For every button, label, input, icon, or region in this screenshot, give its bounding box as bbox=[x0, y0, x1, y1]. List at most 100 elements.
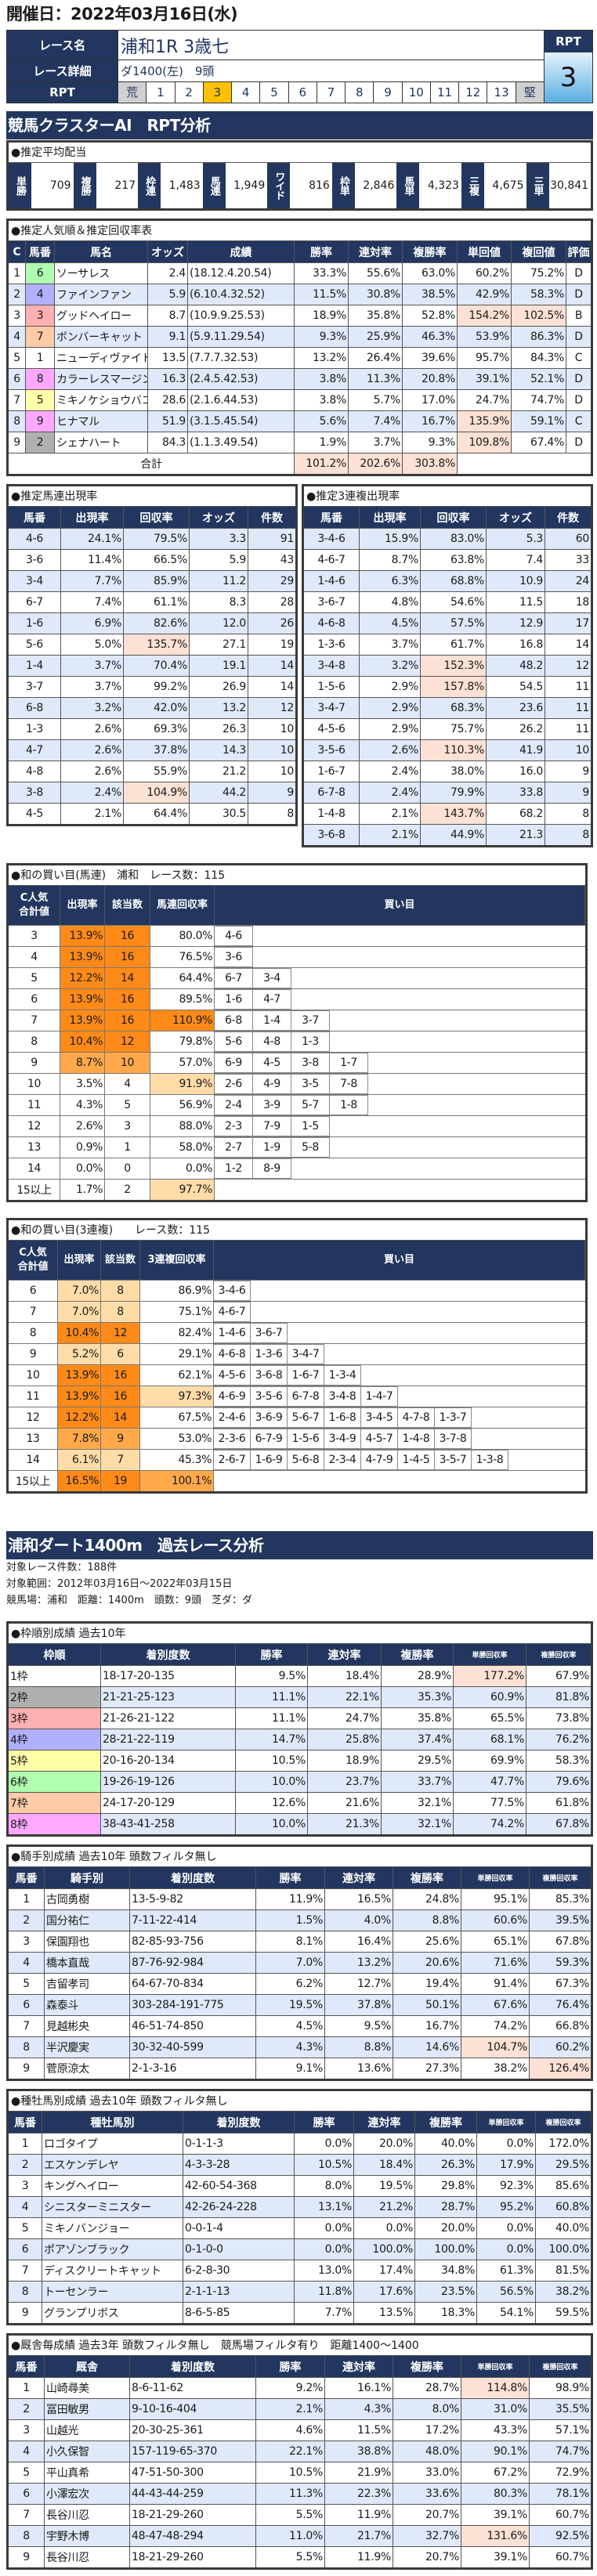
column-header: 連対率 bbox=[325, 1867, 393, 1888]
buy-combination: 2-3 bbox=[215, 1116, 253, 1136]
table-cell: 27.1 bbox=[190, 634, 248, 655]
table-row: 4-7 2.6% 37.8% 14.3 10 bbox=[9, 739, 295, 761]
rpt-scale-cell: 3 bbox=[203, 81, 233, 103]
table-cell: 53.9% bbox=[458, 327, 512, 347]
buy-combination: 5-8 bbox=[291, 1137, 330, 1158]
row-filler bbox=[288, 1323, 585, 1343]
table-cell: D bbox=[574, 331, 583, 343]
table-cell: 95.2% bbox=[477, 2197, 536, 2217]
table-cell: 6-7 bbox=[9, 592, 61, 612]
table-cell: 7.4% bbox=[61, 592, 124, 612]
table-cell: 32.1% bbox=[382, 1814, 454, 1834]
table-cell: 2.1% bbox=[61, 804, 124, 824]
table-cell: 68.3% bbox=[421, 698, 487, 718]
table-cell: 66.8% bbox=[555, 2020, 589, 2032]
table-cell: 38.2% bbox=[555, 2285, 589, 2298]
table-cell: 3.2% bbox=[61, 698, 124, 718]
table-cell: 81.8% bbox=[555, 1691, 589, 1703]
table-cell: 5.9 bbox=[148, 284, 188, 305]
info-conditions: 競馬場：浦和 距離：1400m 頭数：9頭 芝ダ：ダ bbox=[6, 1595, 253, 1606]
buy-combination: 6-9 bbox=[215, 1053, 253, 1073]
table-row: 3枠 21-26-21-122 11.1% 24.7% 35.8% 65.5% 73.8% bbox=[9, 1707, 591, 1729]
table-cell: 17 bbox=[575, 617, 590, 630]
table-cell: 3 bbox=[26, 305, 55, 326]
buy-combination: 3-5-6 bbox=[251, 1386, 288, 1407]
table-cell: ヒナマル bbox=[55, 411, 148, 432]
table-cell: 3.7% bbox=[349, 432, 403, 453]
table-row: 4枠 28-21-22-119 14.7% 25.8% 37.4% 68.1% 76.2% bbox=[9, 1729, 591, 1750]
table-cell: 28.6 bbox=[148, 390, 188, 410]
table-cell: 64.4% bbox=[124, 804, 190, 824]
table-row: 3-4-8 3.2% 152.3% 48.2 12 bbox=[304, 655, 591, 676]
cell-count: 16 bbox=[105, 947, 150, 967]
table-cell: 55.6% bbox=[349, 263, 403, 284]
cell-count: 16 bbox=[105, 926, 150, 946]
column-header: 複勝率 bbox=[393, 1867, 461, 1888]
race-detail: ダ1400(左) 9頭 bbox=[121, 63, 215, 78]
table-cell: 63.8% bbox=[421, 550, 487, 570]
table-cell: 16.1% bbox=[325, 2378, 393, 2398]
table-cell: 39.1% bbox=[461, 2505, 530, 2525]
payout-value: 1,483 bbox=[168, 179, 201, 192]
stable-stats-table: ●厩舎毎成績 過去3年 頭数フィルタ無し 競馬場フィルタ有り 距離1400～14… bbox=[6, 2333, 593, 2570]
table-cell: 1 bbox=[9, 2133, 42, 2154]
payout-label: 枠連 bbox=[138, 163, 161, 208]
cell-count: 4 bbox=[105, 1074, 150, 1094]
table-cell: 14.3 bbox=[190, 740, 248, 761]
table-cell: 109.8% bbox=[458, 432, 512, 453]
row-filler bbox=[253, 926, 585, 946]
table-cell: 60.7% bbox=[555, 2509, 589, 2521]
buy-combination: 3-4-7 bbox=[288, 1344, 324, 1364]
table-cell: 42-26-24-228 bbox=[183, 2197, 295, 2217]
cell-sum: 8 bbox=[9, 1031, 60, 1052]
table-cell: 8枠 bbox=[9, 1814, 101, 1834]
buy-combination: 4-5 bbox=[253, 1053, 291, 1073]
buy-combination: 3-4-5 bbox=[361, 1407, 398, 1428]
table-cell: 2.4% bbox=[360, 782, 421, 803]
table-row: 13 7.8% 9 53.0% 2-3-6 6-7-9 1-5-6 3-4-9 4-5-7 1-4… bbox=[9, 1428, 585, 1449]
table-cell: ミキノケショウバコ bbox=[55, 390, 148, 410]
table-row: 3-6-7 4.8% 54.6% 11.5 18 bbox=[304, 591, 591, 612]
table-cell: 40.0% bbox=[555, 2222, 589, 2235]
row-filler bbox=[330, 1137, 585, 1158]
table-row: 3 山越光 20-30-25-361 4.6% 11.5% 17.2% 43.3% 57.1% bbox=[9, 2419, 591, 2441]
table-cell: 17.0% bbox=[403, 390, 458, 410]
cell-rate: 13.9% bbox=[60, 947, 105, 967]
table-cell: 74.7% bbox=[555, 2445, 589, 2458]
table-cell: 7.7% bbox=[295, 2303, 354, 2323]
table-cell: 83.0% bbox=[421, 529, 487, 549]
buy-combination: 1-2 bbox=[215, 1158, 253, 1179]
table-cell: 0.0% bbox=[295, 2133, 354, 2154]
table-cell: 95.1% bbox=[461, 1889, 530, 1909]
table-cell: 4-7 bbox=[9, 740, 61, 761]
table-row: 2 国分祐仁 7-11-22-414 1.5% 4.0% 8.8% 60.6% 39.5% bbox=[9, 1909, 591, 1931]
cell-rate: 13.9% bbox=[60, 926, 105, 946]
table-cell: 18-21-29-260 bbox=[130, 2505, 256, 2525]
buy-combination: 3-6-8 bbox=[251, 1365, 288, 1386]
table-row: 15以上 16.5% 19 100.1% bbox=[9, 1470, 585, 1491]
table-cell: トーセンラー bbox=[42, 2282, 183, 2302]
table-cell: 13.2 bbox=[190, 698, 248, 718]
buy-combination: 1-6-9 bbox=[251, 1450, 288, 1470]
table-cell: 3-4 bbox=[9, 571, 61, 591]
payout-row: 単勝 709 複勝 217 枠連 1,483 馬連 1,949 ワイド 816 枠単 2,846 馬単 4… bbox=[9, 163, 591, 208]
table-cell: 6-7-8 bbox=[304, 782, 360, 803]
table-cell: 5 bbox=[9, 348, 26, 368]
table-cell: 4枠 bbox=[9, 1729, 101, 1750]
column-header: 複回値 bbox=[512, 241, 566, 262]
table-cell: 26.3 bbox=[190, 719, 248, 739]
info-range: 対象範囲：2012年03月16日～2022年03月15日 bbox=[6, 1578, 233, 1590]
table-cell: 11.2 bbox=[190, 571, 248, 591]
table-cell: 7 bbox=[9, 390, 26, 410]
column-header: 連対率 bbox=[354, 2112, 415, 2133]
cell-ret: 57.0% bbox=[150, 1053, 215, 1073]
payout-label: 複勝 bbox=[73, 163, 96, 208]
table-cell: 3 bbox=[9, 2176, 42, 2196]
table-cell: 17.9% bbox=[477, 2155, 536, 2175]
table-cell: 4.0% bbox=[325, 1910, 393, 1931]
table-cell: 平山真希 bbox=[45, 2462, 130, 2483]
table-cell: 44-43-44-259 bbox=[130, 2484, 256, 2504]
buy-combination: 2-4 bbox=[215, 1095, 253, 1115]
table-row: 9 グランプリボス 8-6-5-85 7.7% 13.5% 18.3% 54.1% 59.5% bbox=[9, 2302, 591, 2323]
column-header: 複勝回収率 bbox=[542, 2364, 578, 2372]
